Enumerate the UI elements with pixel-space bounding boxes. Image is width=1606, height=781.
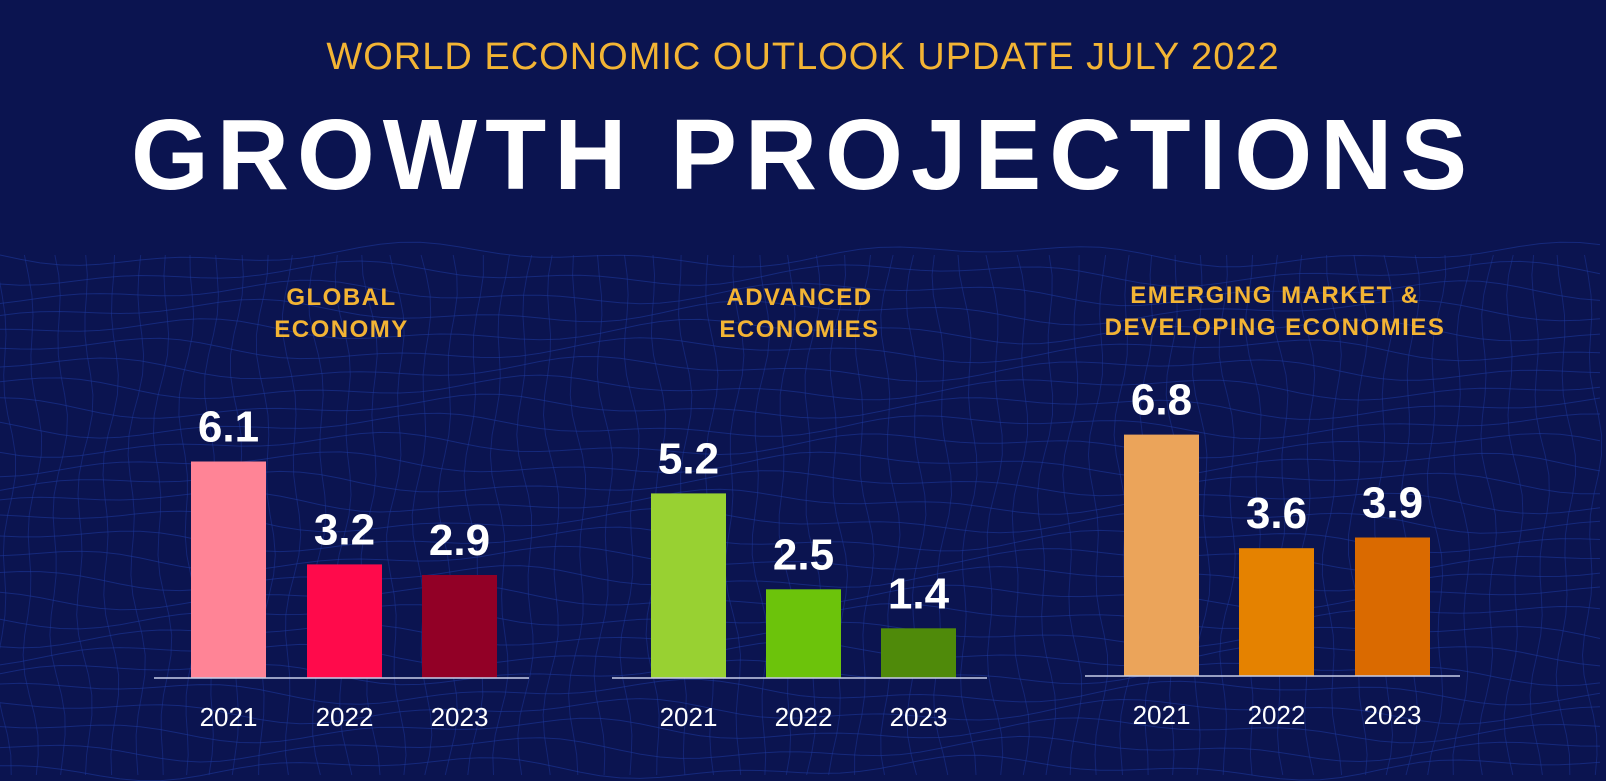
- header-title: GROWTH PROJECTIONS: [130, 99, 1476, 211]
- value-label-advanced-economies-2022: 2.5: [773, 530, 834, 579]
- category-label-emerging-developing-2022: 2022: [1248, 700, 1306, 730]
- category-label-global-economy-2022: 2022: [316, 702, 374, 732]
- value-label-emerging-developing-2021: 6.8: [1131, 376, 1192, 425]
- category-label-advanced-economies-2021: 2021: [660, 702, 718, 732]
- bar-emerging-developing-2023: [1355, 537, 1430, 676]
- value-label-advanced-economies-2023: 1.4: [888, 569, 950, 618]
- chart-emerging-developing: 6.8 2021 3.6 2022 3.9 2023: [1085, 376, 1460, 730]
- bar-global-economy-2022: [307, 564, 382, 678]
- value-label-global-economy-2023: 2.9: [429, 516, 490, 565]
- category-label-advanced-economies-2022: 2022: [775, 702, 833, 732]
- header-supertitle: WORLD ECONOMIC OUTLOOK UPDATE JULY 2022: [326, 36, 1280, 78]
- value-label-advanced-economies-2021: 5.2: [658, 434, 719, 483]
- value-label-emerging-developing-2023: 3.9: [1362, 479, 1423, 528]
- bar-advanced-economies-2023: [881, 628, 956, 678]
- chart-advanced-economies: 5.2 2021 2.5 2022 1.4 2023: [612, 434, 987, 732]
- bar-global-economy-2021: [191, 461, 266, 678]
- category-label-emerging-developing-2021: 2021: [1133, 700, 1191, 730]
- value-label-emerging-developing-2022: 3.6: [1246, 489, 1307, 538]
- category-label-emerging-developing-2023: 2023: [1364, 700, 1422, 730]
- panel-title-global-economy: GLOBAL ECONOMY: [274, 284, 409, 343]
- category-label-advanced-economies-2023: 2023: [890, 702, 948, 732]
- bar-global-economy-2023: [422, 575, 497, 678]
- bar-emerging-developing-2022: [1239, 548, 1314, 676]
- bar-emerging-developing-2021: [1124, 434, 1199, 676]
- category-label-global-economy-2021: 2021: [200, 702, 258, 732]
- value-label-global-economy-2021: 6.1: [198, 403, 259, 452]
- bar-advanced-economies-2022: [766, 589, 841, 679]
- panel-title-advanced-economies: ADVANCED ECONOMIES: [719, 284, 880, 343]
- bar-advanced-economies-2021: [651, 493, 726, 678]
- category-label-global-economy-2023: 2023: [431, 702, 489, 732]
- panel-title-emerging-market-developing-economies: EMERGING MARKET & DEVELOPING ECONOMIES: [1104, 282, 1446, 341]
- chart-global-economy: 6.1 2021 3.2 2022 2.9 2023: [154, 403, 529, 732]
- value-label-global-economy-2022: 3.2: [314, 505, 375, 554]
